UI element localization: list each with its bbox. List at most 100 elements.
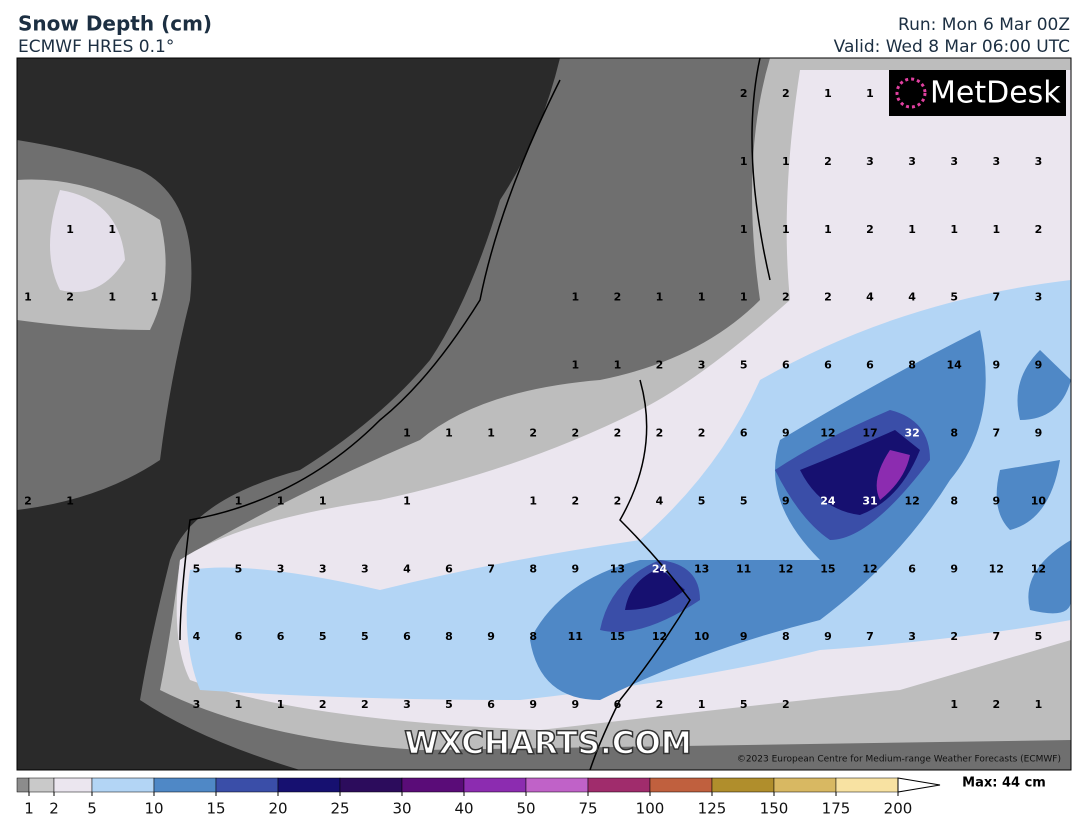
grid-value: 1 [908, 223, 916, 236]
colorbar-arrow [897, 777, 941, 793]
title: Snow Depth (cm) [18, 12, 212, 36]
grid-value: 9 [529, 698, 537, 711]
grid-value: 1 [277, 494, 285, 507]
grid-value: 5 [235, 562, 243, 575]
grid-value: 8 [950, 494, 958, 507]
grid-value: 9 [950, 562, 958, 575]
grid-value: 1 [571, 291, 579, 304]
grid-value: 1 [740, 291, 748, 304]
grid-value: 5 [361, 630, 369, 643]
grid-value: 1 [698, 291, 706, 304]
grid-value: 2 [824, 291, 832, 304]
grid-value: 6 [866, 359, 874, 372]
colorbar-label: 40 [454, 800, 473, 818]
grid-value: 1 [824, 87, 832, 100]
grid-value: 9 [992, 359, 1000, 372]
grid-value: 1 [866, 87, 874, 100]
colorbar-box [153, 777, 217, 793]
grid-value: 1 [571, 359, 579, 372]
colorbar-label: 75 [578, 800, 597, 818]
grid-value: 9 [992, 494, 1000, 507]
colorbar-label: 1 [24, 800, 34, 818]
grid-value: 2 [614, 494, 622, 507]
grid-value: 1 [235, 494, 243, 507]
grid-value: 5 [950, 291, 958, 304]
colorbar-box [53, 777, 93, 793]
grid-value: 2 [319, 698, 327, 711]
grid-value: 1 [487, 427, 495, 440]
map-frame [16, 57, 1072, 771]
grid-value: 15 [820, 562, 835, 575]
grid-value: 5 [740, 359, 748, 372]
grid-value: 4 [656, 494, 664, 507]
grid-value: 1 [235, 698, 243, 711]
grid-value: 7 [992, 427, 1000, 440]
grid-value: 4 [403, 562, 411, 575]
grid-value: 3 [950, 155, 958, 168]
grid-value: 1 [108, 291, 116, 304]
grid-value: 2 [656, 698, 664, 711]
grid-value: 2 [614, 291, 622, 304]
watermark: WXCHARTS.COM [404, 726, 691, 762]
grid-value: 3 [361, 562, 369, 575]
grid-value: 2 [656, 359, 664, 372]
grid-value: 7 [487, 562, 495, 575]
grid-value: 9 [824, 630, 832, 643]
grid-value: 5 [740, 494, 748, 507]
grid-value: 2 [571, 494, 579, 507]
grid-value: 9 [782, 494, 790, 507]
colorbar-box [463, 777, 527, 793]
logo-box [889, 70, 1066, 116]
colorbar-label: 125 [698, 800, 727, 818]
run: Run: Mon 6 Mar 00Z [898, 15, 1070, 35]
grid-values: 2 2 1 11 1 2 3 3 3 3 31 1 1 1 1 2 1 1 1 21 2 1 1 1 2 1 1 1 2 2 4 4 5 7 31 1… [24, 87, 1046, 711]
grid-value: 2 [782, 698, 790, 711]
grid-value: 9 [571, 698, 579, 711]
grid-value: 12 [652, 630, 667, 643]
colorbar-label: 100 [636, 800, 665, 818]
grid-value: 2 [614, 427, 622, 440]
colorbar-box [587, 777, 651, 793]
grid-value: 5 [698, 494, 706, 507]
grid-value: 8 [529, 630, 537, 643]
colorbar-box [649, 777, 713, 793]
copyright: ©2023 European Centre for Medium-range W… [737, 755, 1061, 765]
grid-value: 8 [782, 630, 790, 643]
colorbar-label: 15 [206, 800, 225, 818]
colorbar-box [91, 777, 155, 793]
grid-value: 1 [782, 223, 790, 236]
grid-value: 4 [866, 291, 874, 304]
grid-value: 2 [698, 427, 706, 440]
grid-value: 2 [529, 427, 537, 440]
grid-value: 6 [908, 562, 916, 575]
grid-value: 14 [947, 359, 963, 372]
grid-value: 12 [989, 562, 1004, 575]
grid-value: 9 [1035, 427, 1043, 440]
grid-value: 1 [108, 223, 116, 236]
colorbar-box [401, 777, 465, 793]
grid-value: 1 [150, 291, 158, 304]
grid-value: 12 [778, 562, 793, 575]
grid-value: 1 [403, 494, 411, 507]
grid-value: 11 [568, 630, 583, 643]
grid-value: 13 [610, 562, 625, 575]
grid-value: 2 [571, 427, 579, 440]
grid-value: 1 [66, 223, 74, 236]
grid-value: 13 [694, 562, 709, 575]
grid-value: 6 [740, 427, 748, 440]
grid-value: 12 [1031, 562, 1046, 575]
subtitle: ECMWF HRES 0.1° [18, 37, 174, 57]
colorbar-label: 150 [760, 800, 789, 818]
grid-value: 4 [193, 630, 201, 643]
grid-value: 1 [782, 155, 790, 168]
grid-value: 10 [694, 630, 710, 643]
grid-value: 2 [24, 494, 32, 507]
grid-value: 6 [487, 698, 495, 711]
grid-value: 1 [24, 291, 32, 304]
grid-value: 1 [319, 494, 327, 507]
colorbar-label: 50 [516, 800, 535, 818]
grid-value: 1 [950, 698, 958, 711]
grid-value: 3 [698, 359, 706, 372]
grid-value: 6 [824, 359, 832, 372]
